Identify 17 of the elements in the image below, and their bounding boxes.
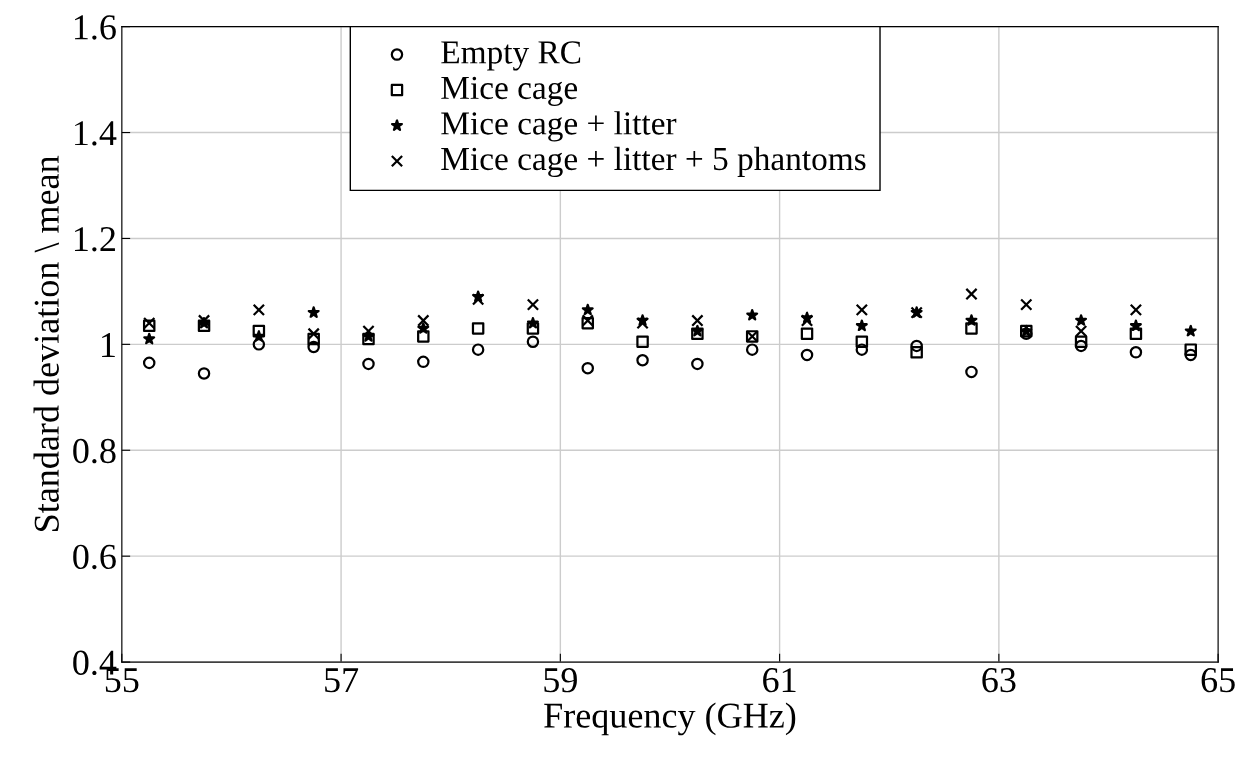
y-tick-label: 0.6 (73, 544, 116, 570)
legend-label: Mice cage + litter (441, 111, 677, 142)
y-tick-label: 1.6 (74, 15, 116, 40)
x-tick-label: 65 (1201, 668, 1235, 693)
y-tick-label: 0.8 (73, 438, 116, 464)
y-axis-title: Standard deviation \ mean (33, 155, 59, 531)
legend-label: Mice cage (441, 76, 578, 107)
legend-label: Mice cage + litter + 5 phantoms (441, 146, 866, 178)
x-tick-label: 61 (763, 668, 796, 693)
x-tick-label: 59 (544, 668, 577, 693)
x-tick-label: 63 (982, 668, 1016, 693)
x-axis-title: Frequency (GHz) (544, 702, 796, 736)
x-tick-label: 57 (325, 668, 359, 693)
y-tick-label: 1 (102, 333, 115, 357)
y-tick-label: 1.4 (74, 121, 117, 146)
y-tick-label: 1.2 (74, 227, 115, 252)
legend-label: Empty RC (441, 41, 581, 71)
